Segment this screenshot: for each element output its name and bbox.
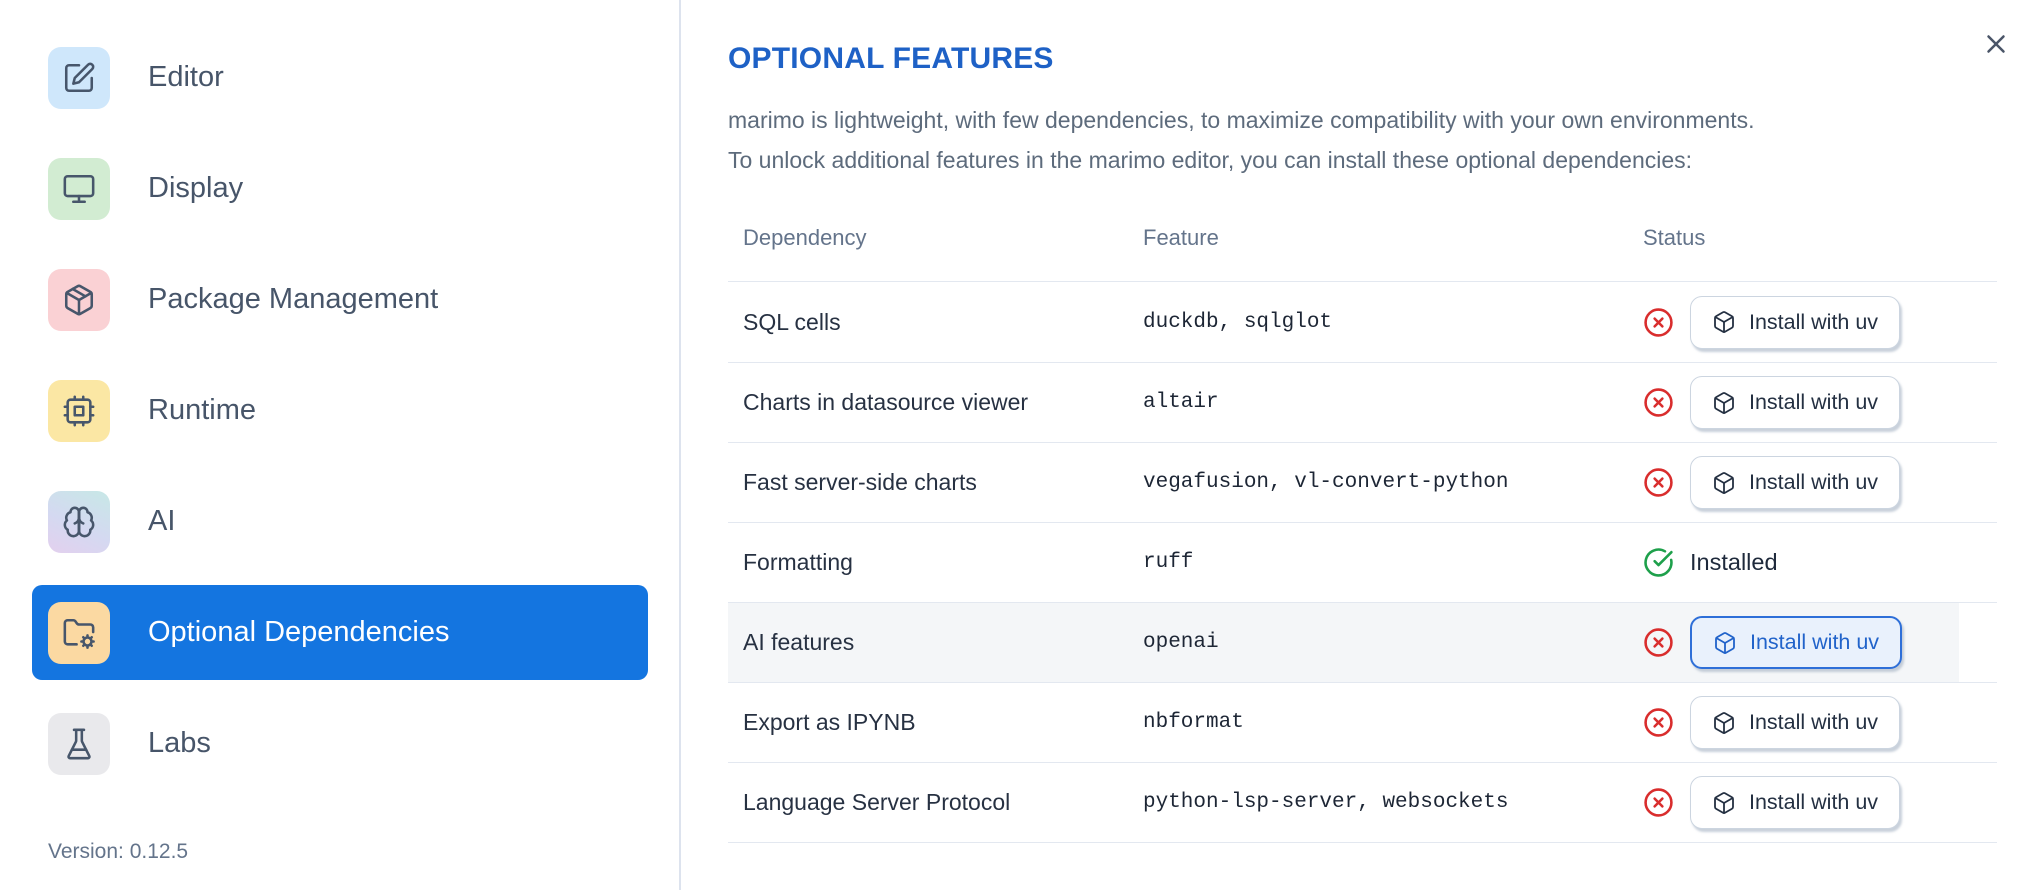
close-button[interactable] [1980,28,2012,60]
package-icon [64,284,94,315]
install-button-label: Install with uv [1749,710,1879,734]
status-cell: Install with uv [1643,616,1997,669]
status-cell: Install with uv [1643,376,1997,429]
status-cell: Install with uv [1643,776,1997,829]
sidebar-item-label: Optional Dependencies [148,616,450,648]
not-installed-icon [1643,627,1674,658]
package-box-icon [1715,631,1735,654]
table-row: Fast server-side charts vegafusion, vl-c… [728,442,1997,522]
not-installed-icon [1643,467,1674,498]
dependency-name: SQL cells [743,308,841,335]
status-cell: Installed [1643,547,1997,578]
table-row: AI features openai Install with uv [728,602,1997,682]
sidebar-item-label: Editor [148,61,224,93]
square-pen-icon [64,62,95,92]
folder-cog-icon [63,618,95,649]
package-box-icon [1714,311,1734,333]
sidebar-item-label: Runtime [148,394,256,426]
editor-tile [48,46,110,109]
package-box-icon [1714,711,1734,734]
table-header-dependency: Dependency [743,224,867,250]
dependency-name: Formatting [743,549,853,575]
install-button-label: Install with uv [1749,390,1879,414]
table-body: SQL cells duckdb, sqlglot Install with u… [728,282,1997,843]
not-installed-icon [1643,787,1674,818]
table-row: Formatting ruff Installed [728,522,1997,602]
status-cell: Install with uv [1643,456,1997,509]
sidebar-item-label: Labs [148,727,211,759]
dependency-name: Export as IPYNB [743,709,916,735]
install-with-uv-button[interactable]: Install with uv [1690,696,1901,749]
optional-features-panel: OPTIONAL FEATURES marimo is lightweight,… [683,0,2042,890]
sidebar-item-label: Display [148,172,244,204]
sidebar-item-labs[interactable]: Labs [32,696,648,791]
sidebar-item-label: AI [148,505,176,537]
installed-icon [1643,547,1674,578]
table-row: SQL cells duckdb, sqlglot Install with u… [728,282,1997,362]
sidebar-item-label: Package Management [148,283,439,315]
table-row: Export as IPYNB nbformat Install with uv [728,682,1997,762]
close-icon [1987,35,2005,53]
table-row: Language Server Protocol python-lsp-serv… [728,762,1997,842]
flask-icon [67,728,91,759]
feature-packages: python-lsp-server, websockets [1143,791,1509,814]
sidebar-item-optional-dependencies[interactable]: Optional Dependencies [32,585,648,680]
version-label: Version: 0.12.5 [48,840,189,863]
install-with-uv-button[interactable]: Install with uv [1690,376,1901,429]
sidebar-list: Editor Display Package Management Runtim… [0,0,679,791]
ai-tile [48,490,110,553]
install-with-uv-button[interactable]: Install with uv [1690,456,1901,509]
feature-packages: altair [1143,391,1219,414]
install-with-uv-button[interactable]: Install with uv [1690,616,1903,669]
cpu-icon [63,395,95,426]
install-button-label: Install with uv [1749,309,1879,334]
install-button-label: Install with uv [1749,790,1879,814]
install-with-uv-button[interactable]: Install with uv [1690,776,1901,829]
sidebar-item-editor[interactable]: Editor [32,30,648,125]
package-box-icon [1714,471,1734,494]
dependency-name: AI features [743,629,855,655]
status-cell: Install with uv [1643,696,1997,749]
description-line-2: To unlock additional features in the mar… [728,147,1693,173]
display-tile [48,157,110,220]
feature-packages: openai [1143,631,1219,654]
sidebar-item-package-management[interactable]: Package Management [32,252,648,347]
package-box-icon [1714,791,1734,814]
package-box-icon [1714,391,1734,414]
page-title: OPTIONAL FEATURES [728,42,1054,75]
not-installed-icon [1643,307,1674,338]
table-row: Charts in datasource viewer altair Insta… [728,362,1997,442]
install-button-label: Install with uv [1749,470,1879,494]
not-installed-icon [1643,707,1674,738]
table-header-row: Dependency Feature Status [728,194,1997,282]
settings-sidebar: Editor Display Package Management Runtim… [0,0,681,890]
feature-packages: vegafusion, vl-convert-python [1143,471,1509,494]
dependencies-table: Dependency Feature Status SQL cells duck… [728,194,1997,843]
install-button-label: Install with uv [1750,630,1880,654]
status-cell: Install with uv [1643,295,1997,349]
sidebar-item-ai[interactable]: AI [32,474,648,569]
package-management-tile [48,268,110,331]
brain-icon [63,506,95,537]
feature-packages: ruff [1143,551,1194,574]
dependency-name: Language Server Protocol [743,789,1011,815]
labs-tile [48,712,110,775]
description-line-1: marimo is lightweight, with few dependen… [728,107,1755,133]
table-header-feature: Feature [1143,224,1219,250]
installed-label: Installed [1690,549,1778,575]
feature-packages: nbformat [1143,711,1244,734]
dependency-name: Charts in datasource viewer [743,389,1029,415]
install-with-uv-button[interactable]: Install with uv [1690,295,1901,349]
optional-dependencies-tile [48,601,110,664]
sidebar-item-runtime[interactable]: Runtime [32,363,648,458]
sidebar-item-display[interactable]: Display [32,141,648,236]
not-installed-icon [1643,387,1674,418]
dialog-description: marimo is lightweight, with few dependen… [728,100,2042,180]
feature-packages: duckdb, sqlglot [1143,310,1333,334]
monitor-icon [63,174,95,203]
table-header-status: Status [1643,224,1706,250]
runtime-tile [48,379,110,442]
dependency-name: Fast server-side charts [743,469,977,495]
